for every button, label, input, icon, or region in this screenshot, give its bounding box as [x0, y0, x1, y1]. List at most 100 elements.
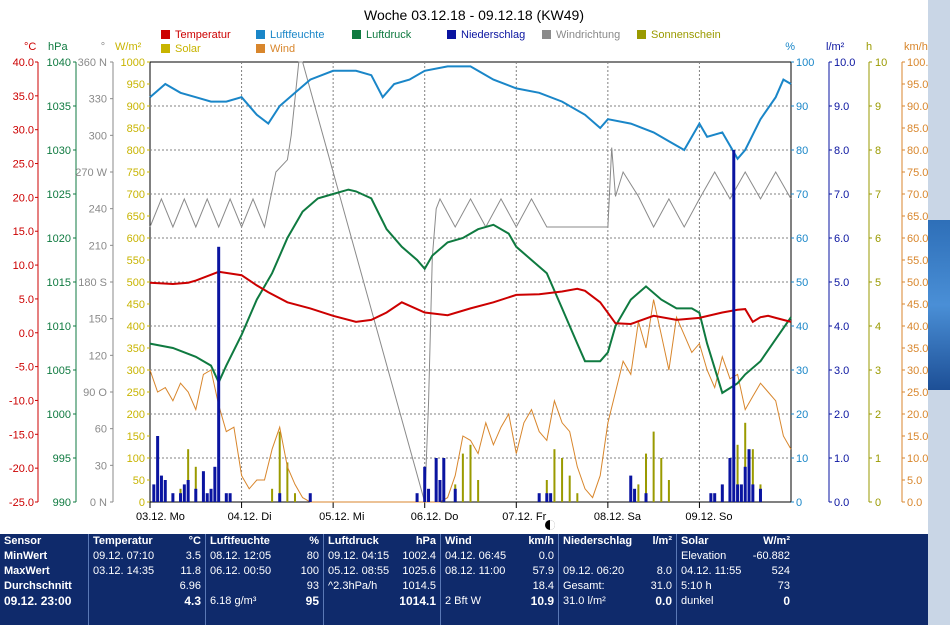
- value-row: ^2.3hPa/h 1014.5: [328, 579, 436, 594]
- col-sensor: Sensor MinWert MaxWert Durchschnitt 09.1…: [0, 534, 88, 625]
- col-luftdruck: Luftdruck hPa 09.12. 04:15 1002.4 05.12. 08:…: [323, 534, 440, 625]
- y-tick-label-wind: 15.0: [907, 431, 928, 443]
- y-tick-label-windrichtung: 210: [89, 240, 107, 252]
- col-niederschlag: Niederschlag l/m² 09.12. 06:20 8.0 Gesamt: 31…: [558, 534, 676, 625]
- legend-label: Sonnenschein: [651, 29, 721, 41]
- y-tick-label-wind: 60.0: [907, 233, 928, 245]
- col-header-niederschlag: Niederschlag l/m²: [563, 534, 672, 549]
- y-tick-label-solar: 700: [127, 189, 145, 201]
- niederschlag-bar: [434, 458, 438, 502]
- row-value: 73: [777, 580, 790, 592]
- legend-swatch: [161, 44, 170, 53]
- footer-value: 0.0: [655, 594, 672, 608]
- y-tick-label-wind: 5.0: [907, 475, 922, 487]
- legend-label: Niederschlag: [461, 29, 525, 41]
- y-tick-label-temperatur: -20.0: [9, 463, 34, 475]
- value-row: 09.12. 07:10 3.5: [93, 549, 201, 564]
- y-tick-label-solar: 50: [133, 475, 145, 487]
- y-tick-label-solar: 850: [127, 123, 145, 135]
- y-tick-label-luftdruck: 1000: [47, 409, 71, 421]
- niederschlag-bar: [453, 488, 457, 502]
- row-time: 04.12. 06:45: [445, 550, 507, 562]
- y-tick-label-temperatur: 20.0: [13, 192, 34, 204]
- y-tick-label-windrichtung: 90 O: [83, 387, 107, 399]
- niederschlag-bar: [152, 484, 156, 502]
- row-time: 5:10 h: [681, 580, 712, 592]
- niederschlag-bar: [758, 488, 762, 502]
- col-header-luftfeuchte: Luftfeuchte%: [210, 534, 319, 549]
- y-tick-label-niederschlag: 5.0: [834, 277, 849, 289]
- x-tick-label: 04.12. Di: [228, 511, 272, 523]
- row-value: 100: [300, 565, 319, 577]
- row-value: 6.96: [179, 580, 201, 592]
- footer-label: 6.18 g/m³: [210, 595, 257, 607]
- footer-row: 2 Bft W 10.9: [445, 594, 554, 609]
- y-tick-label-niederschlag: 2.0: [834, 409, 849, 421]
- niederschlag-bar: [644, 493, 648, 502]
- x-tick-label: 09.12. So: [685, 511, 732, 523]
- niederschlag-bar: [159, 475, 163, 502]
- y-tick-label-solar: 550: [127, 255, 145, 267]
- niederschlag-bar: [549, 493, 553, 502]
- niederschlag-bar: [205, 493, 209, 502]
- col-header-solar: Solar W/m²: [681, 534, 790, 549]
- x-axis: 03.12. Mo 04.12. Di 05.12. Mi 06.12. Do 07.1…: [136, 502, 733, 523]
- row-time: 09.12. 07:10: [93, 550, 155, 562]
- row-time: 03.12. 14:35: [93, 565, 155, 577]
- y-tick-label-sonnenschein: 0: [875, 497, 881, 509]
- header-label: Niederschlag: [563, 535, 633, 547]
- y-tick-label-niederschlag: 7.0: [834, 189, 849, 201]
- y-tick-label-temperatur: -10.0: [9, 395, 34, 407]
- moon-phase-icon-light: [550, 520, 555, 530]
- y-tick-label-wind: 30.0: [907, 365, 928, 377]
- summary-table: Sensor MinWert MaxWert Durchschnitt 09.1…: [0, 534, 928, 625]
- value-row: 03.12. 14:35 11.8: [93, 564, 201, 579]
- y-tick-label-wind: 100.0: [907, 57, 928, 69]
- y-tick-label-solar: 350: [127, 343, 145, 355]
- footer-label: 31.0 l/m²: [563, 595, 606, 607]
- sonnenschein-bar: [553, 449, 556, 502]
- axis-unit-label: °C: [24, 41, 36, 53]
- row-value: 3.5: [185, 550, 201, 562]
- header-label: Luftdruck: [328, 535, 379, 547]
- row-value: 31.0: [650, 580, 672, 592]
- desktop-edge: [928, 0, 950, 625]
- sonnenschein-bar: [187, 449, 190, 502]
- niederschlag-bar: [156, 436, 160, 502]
- niederschlag-bar: [545, 493, 549, 502]
- footer-label: 2 Bft W: [445, 595, 482, 607]
- legend-label: Windrichtung: [556, 29, 620, 41]
- y-tick-label-solar: 1000: [121, 57, 145, 69]
- y-tick-label-luftdruck: 1040: [47, 57, 71, 69]
- sonnenschein-bar: [271, 488, 274, 502]
- y-tick-label-sonnenschein: 7: [875, 189, 881, 201]
- y-tick-label-windrichtung: 180 S: [78, 277, 107, 289]
- y-tick-label-sonnenschein: 10: [875, 57, 887, 69]
- row-value: 80: [306, 550, 319, 562]
- value-row: 05.12. 08:55 1025.6: [328, 564, 436, 579]
- niederschlag-bar: [709, 493, 713, 502]
- y-tick-label-windrichtung: 360 N: [78, 57, 107, 69]
- y-tick-label-windrichtung: 0 N: [90, 497, 107, 509]
- sonnenschein-bar: [736, 444, 739, 502]
- y-tick-label-luftdruck: 1005: [47, 365, 71, 377]
- y-tick-label-niederschlag: 8.0: [834, 145, 849, 157]
- y-tick-label-temperatur: 5.0: [19, 294, 34, 306]
- row-value: 57.9: [532, 565, 554, 577]
- niederschlag-bar: [163, 480, 167, 502]
- row-time: Gesamt:: [563, 580, 605, 592]
- niederschlag-bar: [194, 488, 198, 502]
- y-tick-label-luftfeuchte: 0: [796, 497, 802, 509]
- y-tick-label-temperatur: 35.0: [13, 91, 34, 103]
- niederschlag-bar: [186, 480, 190, 502]
- header-unit: hPa: [415, 535, 436, 547]
- footer-label: dunkel: [681, 595, 714, 607]
- legend-swatch: [352, 30, 361, 39]
- axis-unit-label: °: [101, 41, 105, 53]
- row-value: 1014.5: [402, 580, 436, 592]
- col-header-luftdruck: Luftdruck hPa: [328, 534, 436, 549]
- legend-swatch: [161, 30, 170, 39]
- footer-row: 4.3: [93, 594, 201, 609]
- x-tick-label: 06.12. Do: [411, 511, 459, 523]
- y-tick-label-wind: 80.0: [907, 145, 928, 157]
